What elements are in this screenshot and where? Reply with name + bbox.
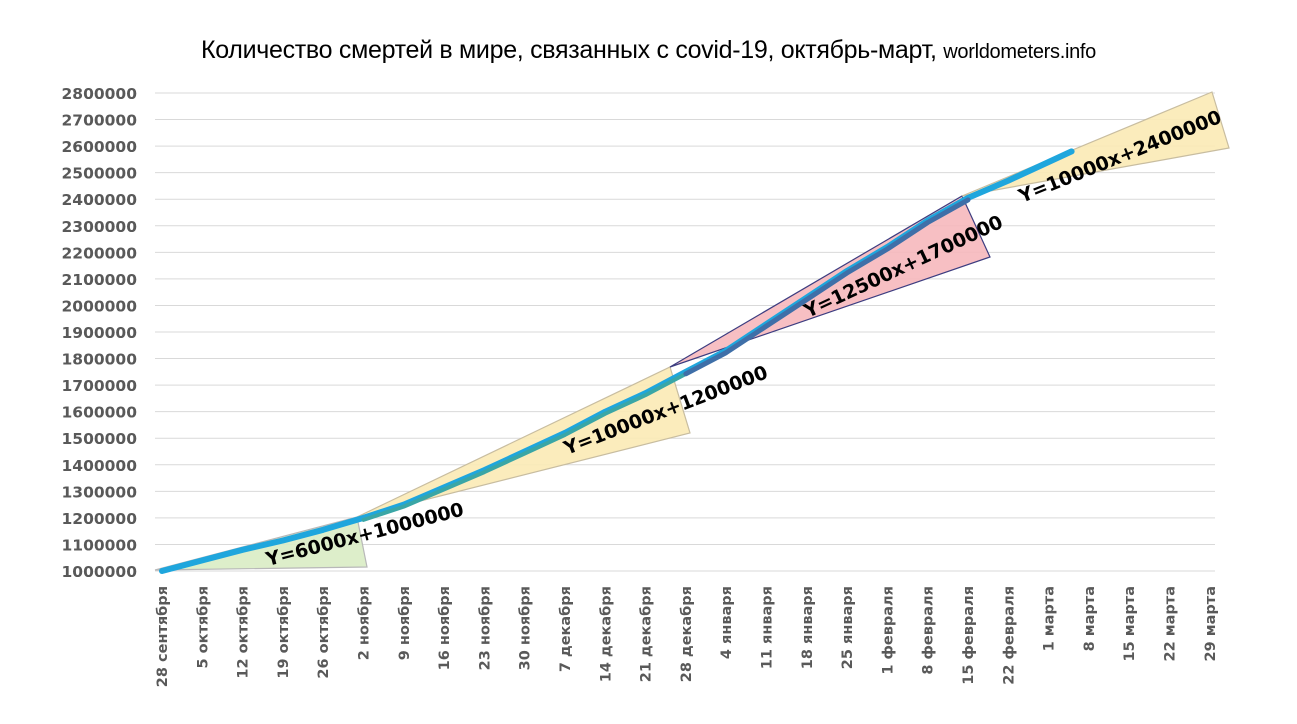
x-tick-label: 28 сентября (155, 586, 171, 687)
x-tick-label: 1 февраля (880, 586, 896, 675)
y-tick-label: 2800000 (62, 85, 138, 103)
x-tick-label: 5 октября (195, 586, 211, 668)
x-tick-label: 16 ноября (437, 586, 453, 670)
series-overlay (683, 197, 971, 377)
y-tick-label: 1200000 (62, 510, 138, 528)
y-tick-label: 1100000 (62, 536, 138, 554)
y-tick-label: 2200000 (62, 244, 138, 262)
data-series (159, 148, 1075, 574)
x-tick-label: 26 октября (316, 586, 332, 679)
x-tick-label: 23 ноября (477, 586, 493, 670)
y-axis: 2800000 2700000 2600000 2500000 2400000 23000… (62, 85, 138, 581)
x-tick-label: 21 декабря (639, 586, 655, 682)
y-tick-label: 2500000 (62, 165, 138, 183)
x-tick-label: 25 января (840, 586, 856, 669)
series-overlay (361, 371, 688, 522)
series-line (159, 148, 1075, 574)
x-tick-label: 11 января (760, 586, 776, 669)
x-tick-label: 18 января (800, 586, 816, 669)
y-tick-label: 1800000 (62, 351, 138, 369)
x-tick-label: 14 декабря (598, 586, 614, 682)
x-tick-label: 12 октября (236, 586, 252, 679)
x-tick-label: 4 января (719, 586, 735, 659)
x-axis: 28 сентября 5 октября 12 октября 19 октября… (155, 586, 1219, 687)
x-tick-label: 22 февраля (1001, 586, 1017, 685)
y-tick-label: 2000000 (62, 297, 138, 315)
x-tick-label: 15 марта (1122, 586, 1138, 661)
trend-annotations (154, 91, 1230, 571)
y-tick-label: 2100000 (62, 271, 138, 289)
y-tick-label: 1900000 (62, 324, 138, 342)
chart-source: worldometers.info (943, 41, 1097, 63)
chart-title-text: Количество смертей в мире, связанных с c… (200, 36, 937, 64)
y-tick-label: 2700000 (62, 112, 138, 130)
y-tick-label: 1600000 (62, 404, 138, 422)
x-tick-label: 1 марта (1042, 586, 1058, 651)
trend-triangle (356, 366, 691, 518)
x-tick-label: 8 марта (1082, 586, 1098, 651)
y-tick-label: 1500000 (62, 430, 138, 448)
x-tick-label: 28 декабря (679, 586, 695, 682)
x-tick-label: 30 ноября (518, 586, 534, 670)
x-tick-label: 8 февраля (921, 586, 937, 675)
y-tick-label: 2300000 (62, 218, 138, 236)
chart-title: Количество смертей в мире, связанных с c… (0, 36, 1297, 65)
trend-equation: Y=10000x+2400000 (1015, 106, 1225, 208)
y-tick-label: 1300000 (62, 483, 138, 501)
x-tick-label: 9 ноября (397, 586, 413, 660)
x-tick-label: 2 ноября (357, 586, 373, 660)
y-tick-label: 1700000 (62, 377, 138, 395)
x-tick-label: 15 февраля (961, 586, 977, 685)
y-tick-label: 1000000 (62, 563, 138, 581)
y-tick-label: 1400000 (62, 457, 138, 475)
y-tick-label: 2400000 (62, 191, 138, 209)
x-tick-label: 19 октября (276, 586, 292, 679)
y-tick-label: 2600000 (62, 138, 138, 156)
x-tick-label: 22 марта (1163, 586, 1179, 661)
x-tick-label: 29 марта (1203, 586, 1219, 661)
x-tick-label: 7 декабря (558, 586, 574, 672)
trend-equation: Y=12500x+1700000 (800, 211, 1006, 323)
